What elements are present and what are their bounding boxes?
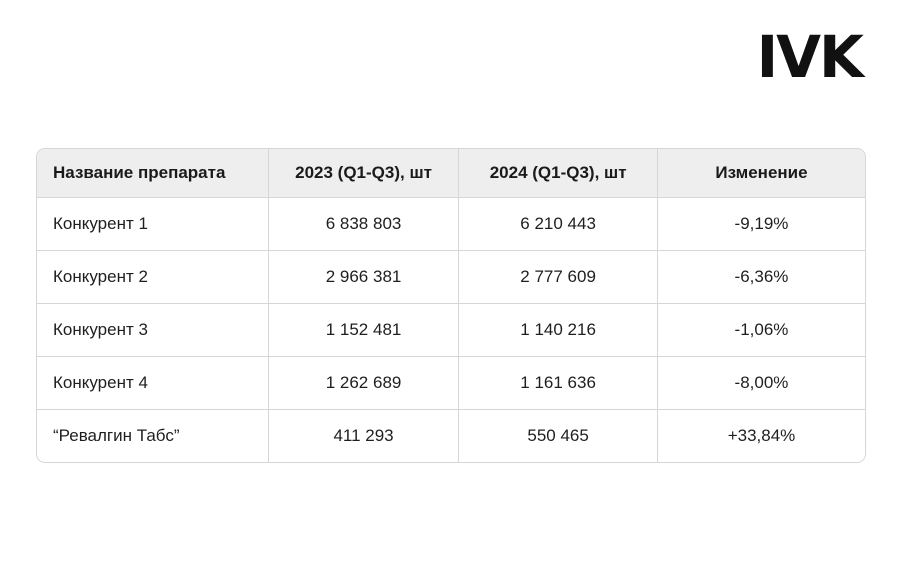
header-2023: 2023 (Q1-Q3), шт <box>268 149 460 198</box>
cell-2023: 1 262 689 <box>268 357 460 410</box>
cell-change: -6,36% <box>657 251 865 304</box>
cell-2023: 1 152 481 <box>268 304 460 357</box>
cell-2023: 6 838 803 <box>268 198 460 251</box>
cell-change: -8,00% <box>657 357 865 410</box>
comparison-table-container: Название препарата 2023 (Q1-Q3), шт 2024… <box>36 148 866 463</box>
table-row: Конкурент 1 6 838 803 6 210 443 -9,19% <box>37 198 865 251</box>
header-change: Изменение <box>657 149 865 198</box>
cell-2023: 2 966 381 <box>268 251 460 304</box>
cell-change: +33,84% <box>657 410 865 462</box>
table-row: Конкурент 3 1 152 481 1 140 216 -1,06% <box>37 304 865 357</box>
header-row: Название препарата 2023 (Q1-Q3), шт 2024… <box>37 149 865 198</box>
comparison-table: Название препарата 2023 (Q1-Q3), шт 2024… <box>37 149 865 462</box>
cell-change: -1,06% <box>657 304 865 357</box>
cell-2024: 1 140 216 <box>459 304 658 357</box>
table-row: Конкурент 4 1 262 689 1 161 636 -8,00% <box>37 357 865 410</box>
cell-2023: 411 293 <box>268 410 460 462</box>
cell-2024: 1 161 636 <box>459 357 658 410</box>
cell-drug-name: Конкурент 4 <box>37 357 269 410</box>
table-row: “Ревалгин Табс” 411 293 550 465 +33,84% <box>37 410 865 462</box>
cell-drug-name: Конкурент 1 <box>37 198 269 251</box>
cell-change: -9,19% <box>657 198 865 251</box>
cell-drug-name: Конкурент 3 <box>37 304 269 357</box>
ivk-logo: IVK <box>756 23 864 91</box>
cell-drug-name: “Ревалгин Табс” <box>37 410 269 462</box>
table-row: Конкурент 2 2 966 381 2 777 609 -6,36% <box>37 251 865 304</box>
cell-2024: 6 210 443 <box>459 198 658 251</box>
cell-2024: 550 465 <box>459 410 658 462</box>
header-2024: 2024 (Q1-Q3), шт <box>459 149 658 198</box>
header-drug-name: Название препарата <box>37 149 269 198</box>
cell-2024: 2 777 609 <box>459 251 658 304</box>
cell-drug-name: Конкурент 2 <box>37 251 269 304</box>
